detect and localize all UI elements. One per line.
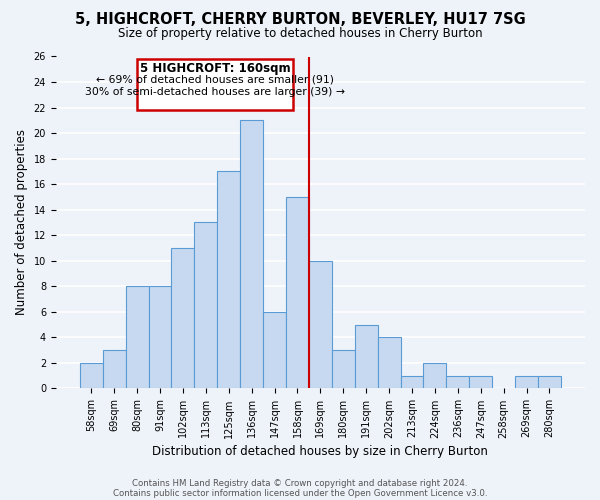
Bar [240, 120, 263, 388]
Y-axis label: Number of detached properties: Number of detached properties [15, 130, 28, 316]
FancyBboxPatch shape [137, 59, 293, 110]
X-axis label: Distribution of detached houses by size in Cherry Burton: Distribution of detached houses by size … [152, 444, 488, 458]
Bar [80, 363, 103, 388]
Text: 30% of semi-detached houses are larger (39) →: 30% of semi-detached houses are larger (… [85, 87, 345, 97]
Text: Contains public sector information licensed under the Open Government Licence v3: Contains public sector information licen… [113, 488, 487, 498]
Text: 5, HIGHCROFT, CHERRY BURTON, BEVERLEY, HU17 7SG: 5, HIGHCROFT, CHERRY BURTON, BEVERLEY, H… [74, 12, 526, 28]
Bar [217, 172, 240, 388]
Bar [401, 376, 424, 388]
Text: Contains HM Land Registry data © Crown copyright and database right 2024.: Contains HM Land Registry data © Crown c… [132, 478, 468, 488]
Bar [149, 286, 172, 388]
Bar [538, 376, 561, 388]
Text: ← 69% of detached houses are smaller (91): ← 69% of detached houses are smaller (91… [96, 74, 334, 85]
Bar [263, 312, 286, 388]
Bar [309, 261, 332, 388]
Bar [469, 376, 492, 388]
Text: Size of property relative to detached houses in Cherry Burton: Size of property relative to detached ho… [118, 28, 482, 40]
Bar [103, 350, 125, 389]
Bar [194, 222, 217, 388]
Bar [332, 350, 355, 389]
Bar [172, 248, 194, 388]
Bar [286, 197, 309, 388]
Bar [446, 376, 469, 388]
Bar [125, 286, 149, 388]
Bar [377, 338, 401, 388]
Bar [515, 376, 538, 388]
Bar [424, 363, 446, 388]
Text: 5 HIGHCROFT: 160sqm: 5 HIGHCROFT: 160sqm [140, 62, 290, 75]
Bar [355, 324, 377, 388]
